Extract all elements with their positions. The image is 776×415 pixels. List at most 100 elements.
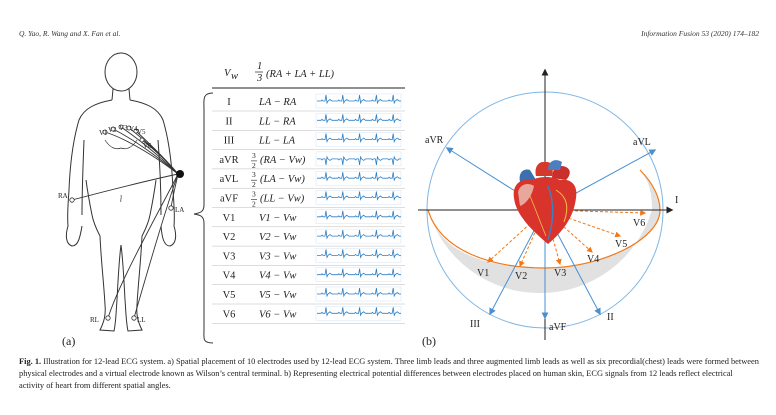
ecg-trace	[317, 268, 401, 279]
vw-symbol: V	[224, 68, 232, 79]
lead-formula: LL − RA	[258, 116, 296, 127]
running-header-journal: Information Fusion 53 (2020) 174–182	[641, 29, 759, 38]
v3-vector	[544, 209, 562, 266]
vw-fraction-den: 3	[256, 73, 262, 84]
lead-frac-num: 3	[252, 170, 256, 179]
lead-row-ii: II LL − RA	[212, 113, 405, 131]
lead-formula: (RA − Vw)	[260, 155, 306, 166]
v5-vector	[544, 209, 622, 238]
caption-text: Illustration for 12-lead ECG system. a) …	[19, 357, 759, 391]
lead-row-avl: aVL 32 (LA − Vw)	[212, 170, 405, 189]
lead-formula: V4 − Vw	[259, 271, 296, 282]
lead-formula: V6 − Vw	[259, 309, 296, 320]
electrode-label-v3: V3	[119, 124, 128, 132]
electrode-label-v1: V1	[99, 129, 108, 137]
electrode-label-v4: V4	[129, 125, 138, 133]
lead-formula: V3 − Vw	[259, 251, 296, 262]
lead-row-v4: V4 V4 − Vw	[212, 267, 405, 285]
ecg-trace	[317, 155, 401, 165]
ecg-trace	[317, 287, 401, 298]
electrode-label-ra: RA	[58, 192, 68, 200]
electrode-label-rl: RL	[90, 316, 99, 324]
electrode-label-v2: V2	[108, 126, 117, 134]
label-v3: V3	[554, 268, 566, 279]
lead-formula: (LA − Vw)	[260, 174, 305, 185]
lead-name: V4	[223, 271, 237, 282]
figure-1: V1 V2 V3 V4 V5 V6 RA LA RL LL (a) V w 1 …	[58, 52, 678, 348]
lead-row-v2: V2 V2 − Vw	[212, 228, 405, 247]
lead-name: aVL	[220, 174, 239, 185]
label-ii: II	[607, 312, 614, 323]
ecg-trace	[317, 249, 401, 259]
label-v5: V5	[615, 239, 627, 250]
lead-name: II	[226, 116, 233, 127]
vw-fraction-num: 1	[257, 61, 262, 72]
running-header-authors: Q. Yao, R. Wang and X. Fan et al.	[19, 29, 121, 38]
lead-name: V2	[223, 232, 236, 243]
figure-caption: Fig. 1. Illustration for 12-lead ECG sys…	[19, 356, 759, 393]
lead-frac-den: 2	[252, 200, 256, 209]
lead-name: V1	[223, 213, 236, 224]
heart-illustration	[513, 160, 577, 244]
label-v2: V2	[515, 271, 527, 282]
panel-a-label: (a)	[62, 334, 75, 348]
caption-label: Fig. 1.	[19, 357, 42, 366]
lead-name: aVF	[220, 194, 238, 205]
ecg-trace	[317, 172, 401, 182]
label-avl: aVL	[633, 137, 651, 148]
electrodes	[69, 124, 174, 321]
cable-hub	[176, 170, 184, 178]
ecg-trace	[317, 230, 401, 240]
lead-formula: (LL − Vw)	[260, 194, 305, 205]
electrode-label-ll: LL	[137, 316, 146, 324]
label-avr: aVR	[425, 135, 444, 146]
ecg-trace	[317, 114, 401, 124]
lead-frac-num: 3	[252, 190, 256, 199]
ecg-trace	[317, 133, 401, 143]
vw-subscript: w	[231, 71, 238, 82]
electrode-label-v6: V6	[143, 142, 152, 150]
lead-name: III	[224, 136, 235, 147]
ecg-trace	[317, 191, 401, 201]
ecg-trace	[317, 210, 401, 221]
electrode-cables	[71, 126, 179, 319]
lead-frac-den: 2	[252, 161, 256, 170]
ecg-trace	[317, 307, 401, 317]
vw-header: V w 1 3 (RA + LA + LL)	[224, 61, 335, 84]
lead-row-v6: V6 V6 − Vw	[212, 306, 405, 324]
lead-frac-den: 2	[252, 180, 256, 189]
lead-formula: V5 − Vw	[259, 290, 296, 301]
panel-b-label: (b)	[422, 334, 436, 348]
label-v1: V1	[477, 268, 489, 279]
lead-row-avr: aVR 32 (RA − Vw)	[212, 151, 405, 170]
lead-row-v1: V1 V1 − Vw	[212, 209, 405, 228]
precordial-shade	[428, 170, 660, 294]
label-iii: III	[470, 319, 480, 330]
lead-name: I	[227, 97, 231, 108]
lead-formula: LL − LA	[258, 136, 296, 147]
lead-row-v3: V3 V3 − Vw	[212, 248, 405, 266]
precordial-boundary	[427, 169, 661, 269]
ecg-trace	[317, 94, 401, 105]
lead-formula: V1 − Vw	[259, 213, 296, 224]
electrode-label-v5: V5	[137, 128, 146, 136]
electrode-label-la: LA	[175, 206, 184, 214]
lead-brace	[193, 92, 214, 344]
lead-name: V6	[223, 309, 236, 320]
label-avf: aVF	[549, 322, 567, 333]
lead-row-avf: aVF 32 (LL − Vw)	[212, 190, 405, 209]
lead-formula: V2 − Vw	[259, 232, 296, 243]
lead-row-i: I LA − RA	[212, 93, 405, 112]
lead-name: aVR	[219, 155, 238, 166]
label-v4: V4	[587, 254, 599, 265]
lead-name: V3	[223, 251, 236, 262]
body-outline	[65, 52, 177, 332]
label-v6: V6	[633, 218, 645, 229]
lead-formula: LA − RA	[258, 97, 297, 108]
lead-row-iii: III LL − LA	[212, 132, 405, 150]
vw-formula: (RA + LA + LL)	[266, 69, 335, 80]
lead-row-v5: V5 V5 − Vw	[212, 286, 405, 305]
lead-name: V5	[223, 290, 236, 301]
label-i: I	[675, 195, 678, 206]
